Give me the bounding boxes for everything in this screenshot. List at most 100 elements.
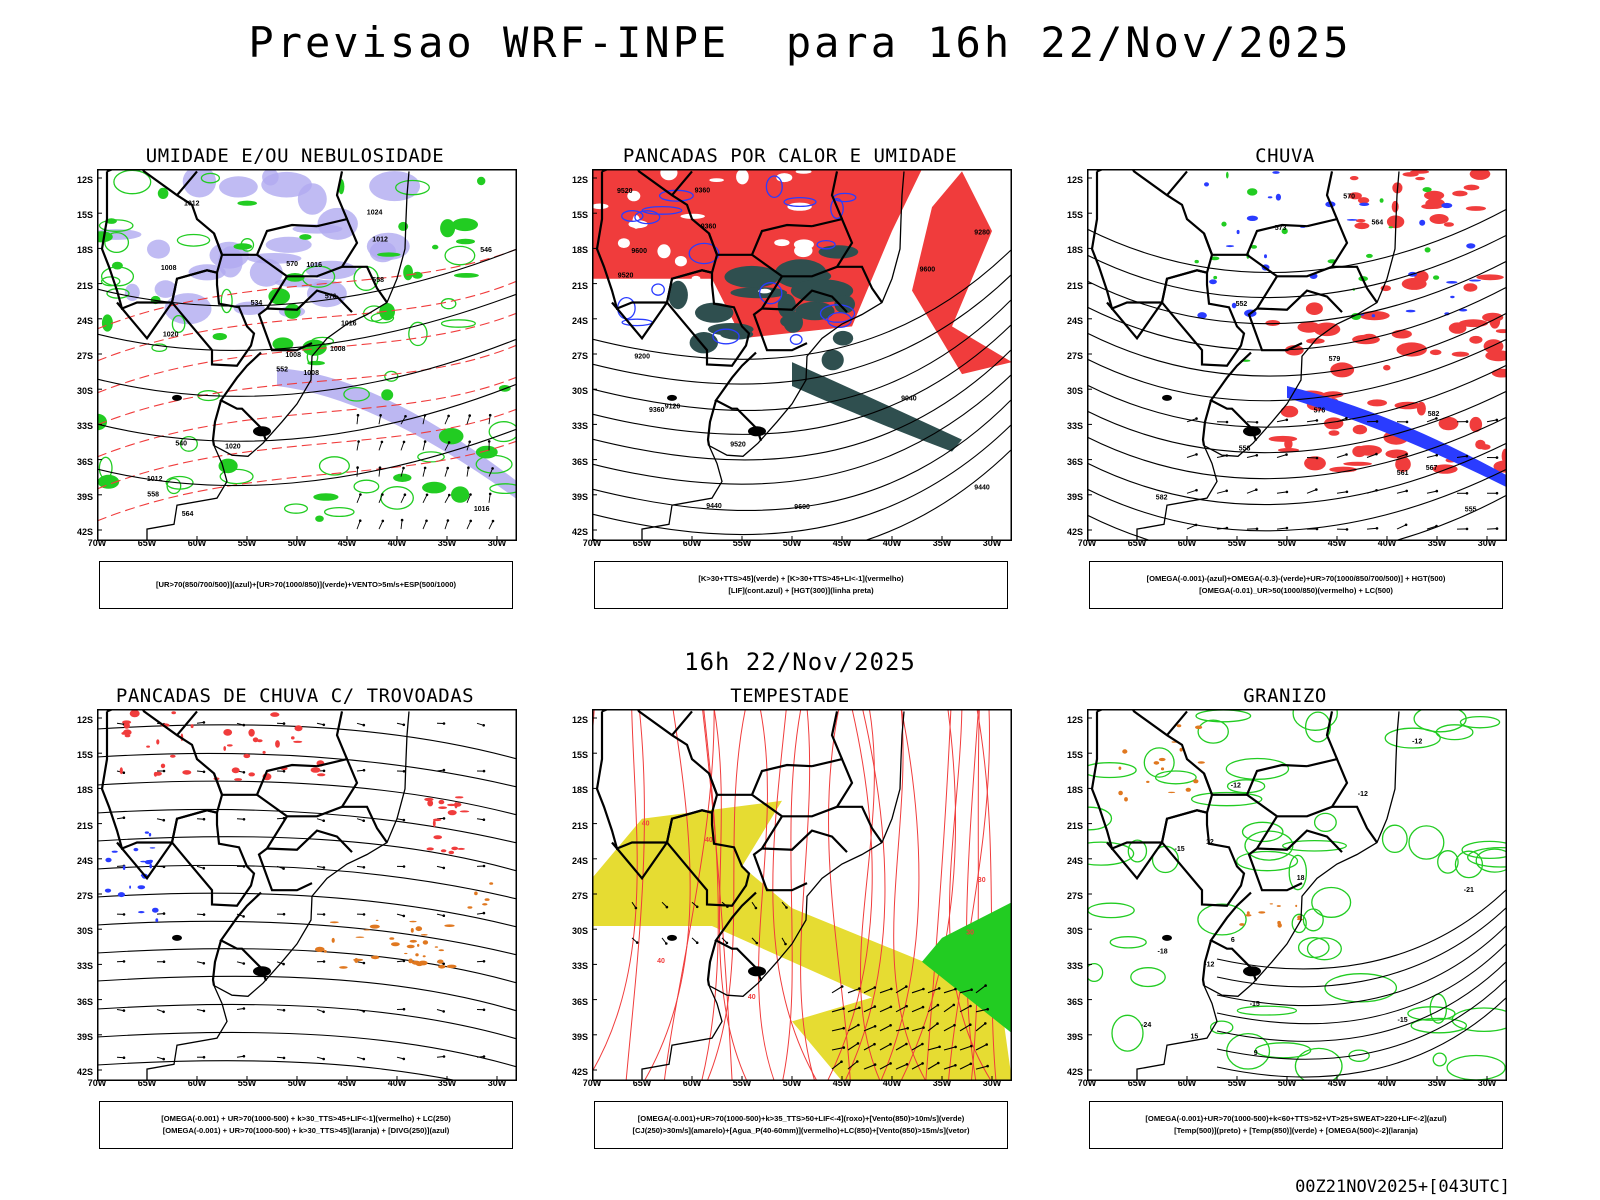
streamline-arrow xyxy=(1246,488,1258,494)
low-level-humidity-cell xyxy=(377,252,401,257)
streamline-arrow xyxy=(1396,453,1408,458)
state-border xyxy=(211,940,223,986)
wind-vector xyxy=(444,493,451,504)
wind-vector-850 xyxy=(943,1045,957,1051)
low-level-humidity-cell xyxy=(422,481,447,494)
precip-area-red xyxy=(1491,368,1507,378)
wind-vector xyxy=(488,467,494,477)
lake-mark xyxy=(172,934,182,941)
streamline-arrow xyxy=(236,1007,246,1010)
low-level-humidity-cell xyxy=(451,486,470,503)
wind-vector xyxy=(400,415,407,425)
omega-area-blue xyxy=(1246,215,1258,221)
streamline-arrow xyxy=(476,722,486,727)
humidity-contour xyxy=(100,266,135,287)
divergence-cell-blue xyxy=(140,860,147,863)
streamline-arrow xyxy=(196,817,206,821)
divergence-cell-blue xyxy=(122,865,126,870)
precipitable-water-contour xyxy=(663,709,715,1081)
streamline xyxy=(97,752,517,788)
moisture-area-upper xyxy=(261,171,312,198)
coastline xyxy=(146,711,410,1081)
streamline-arrow xyxy=(1486,527,1499,530)
precip-area-red xyxy=(1367,399,1387,407)
storm-cell-orange xyxy=(323,950,327,953)
omega-area-green xyxy=(1226,171,1229,179)
streamline-arrow xyxy=(156,1056,165,1061)
valid-time-label: 16h 22/Nov/2025 xyxy=(684,648,916,676)
state-border xyxy=(1256,829,1343,853)
instability-region-teal xyxy=(724,265,780,288)
state-border xyxy=(1166,170,1188,196)
humidity-contour xyxy=(323,506,355,518)
precip-area-red xyxy=(1391,200,1399,213)
wind-vector-850 xyxy=(975,1007,989,1013)
omega-cell-orange xyxy=(1146,780,1150,783)
wind-vector-850 xyxy=(959,988,973,994)
latitude-tick-label: 27S xyxy=(1066,351,1083,361)
latitude-tick-label: 12S xyxy=(571,175,588,185)
precip-area-red xyxy=(1401,277,1427,290)
wind-vector xyxy=(466,414,472,425)
storm-cell-red xyxy=(433,818,442,822)
divergence-cell-blue xyxy=(138,911,145,914)
streamline-arrow xyxy=(116,913,126,916)
precipitable-water-contour xyxy=(643,709,691,1081)
contour-label: 561 xyxy=(1397,470,1409,477)
temp-850-contour xyxy=(1324,973,1398,1003)
coastline xyxy=(1136,171,1400,541)
low-level-humidity-cell xyxy=(381,389,394,401)
moisture-area-upper xyxy=(219,176,258,198)
height-300-contour xyxy=(592,248,1012,360)
humidity-contour xyxy=(395,179,430,196)
wind-vector xyxy=(466,440,472,451)
wind-vector-850 xyxy=(895,1063,909,1070)
wind-vector-850 xyxy=(879,1042,892,1051)
instability-region-teal xyxy=(730,287,788,299)
streamline-arrow xyxy=(276,722,286,725)
omega-area-blue xyxy=(1204,182,1209,187)
latitude-tick-label: 21S xyxy=(571,820,588,831)
longitude-tick-label: 45W xyxy=(832,1078,852,1088)
panel-title: CHUVA xyxy=(1255,145,1315,167)
latitude-tick-label: 21S xyxy=(1066,280,1083,291)
storm-cell-red xyxy=(223,729,233,736)
omega-cell-orange xyxy=(1276,905,1281,907)
storm-cell-red xyxy=(160,763,166,769)
temp-850-contour xyxy=(1236,1005,1298,1016)
legend-line: [OMEGA(-0.001)+UR>70(1000-500)+k<60+TTS>… xyxy=(1145,1114,1447,1123)
divergence-cell-blue xyxy=(148,832,152,837)
wind-vector xyxy=(422,414,427,425)
precipitable-water-contour xyxy=(893,709,927,1081)
legend-box: [OMEGA(-0.001)-(azul)+OMEGA(-0.3)-(verde… xyxy=(1089,561,1503,609)
wind-vector-850 xyxy=(895,1026,909,1032)
temp-850-contour xyxy=(1209,1020,1234,1035)
contour-label: 573 xyxy=(1275,225,1287,232)
state-border xyxy=(830,171,844,220)
instability-region-teal xyxy=(695,302,734,323)
temp-850-contour xyxy=(1410,1017,1468,1034)
latitude-tick-label: 33S xyxy=(571,961,588,972)
temp-850-contour xyxy=(1111,1014,1144,1052)
longitude-tick-label: 30W xyxy=(1477,1078,1497,1088)
omega-area-green xyxy=(1247,188,1258,196)
low-level-humidity-cell xyxy=(284,303,301,319)
state-border xyxy=(212,773,257,796)
storm-cell-red xyxy=(317,773,326,777)
temp-850-contour xyxy=(1306,937,1342,961)
latitude-tick-label: 39S xyxy=(571,1031,588,1042)
low-level-humidity-cell xyxy=(315,515,324,522)
lifted-index-contour xyxy=(830,197,844,220)
contour-label: 30 xyxy=(978,877,986,884)
contour-label: -24 xyxy=(1141,1022,1151,1029)
streamline-arrow xyxy=(396,959,406,963)
temp-850-contour xyxy=(1197,719,1229,744)
state-border xyxy=(116,301,173,341)
wind-vector-850 xyxy=(631,937,639,944)
wind-vector-850 xyxy=(927,1061,940,1070)
contour-label: 570 xyxy=(286,261,298,268)
omega-cell-orange xyxy=(1195,725,1203,730)
divergence-cell-blue xyxy=(149,863,152,869)
storm-cell-red xyxy=(119,767,123,775)
precip-area-red xyxy=(1489,313,1501,329)
